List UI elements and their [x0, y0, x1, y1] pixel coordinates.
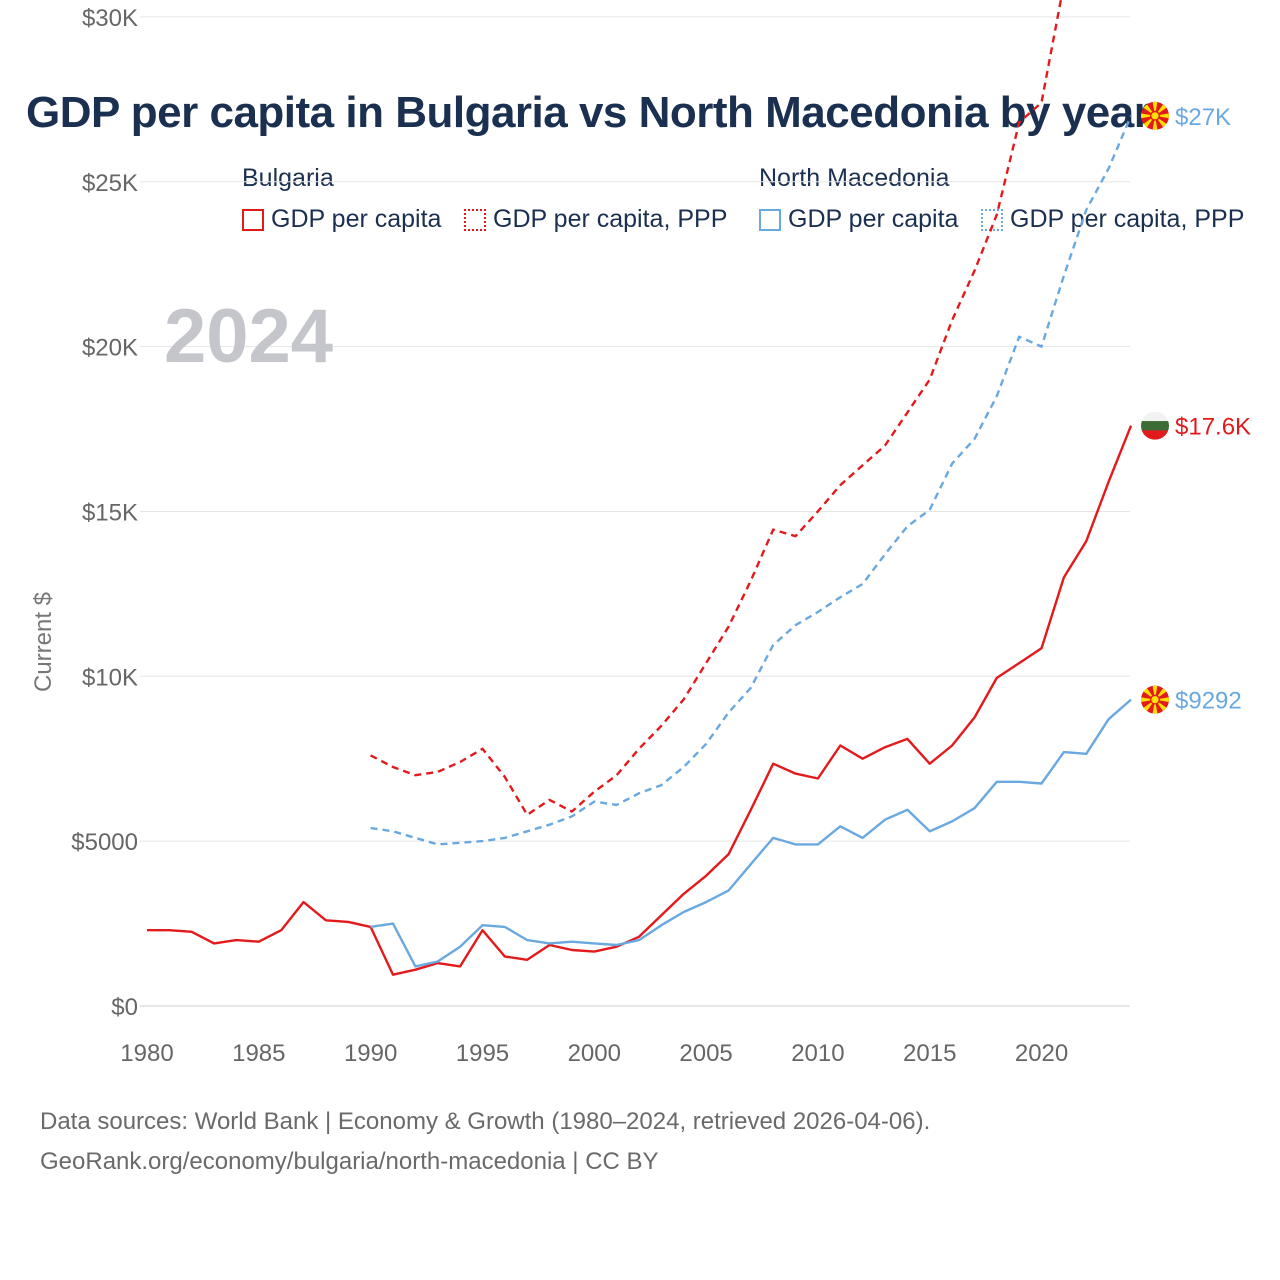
- series-line: [370, 0, 1063, 816]
- year-watermark: 2024: [164, 294, 333, 379]
- attribution-link[interactable]: GeoRank.org/economy/bulgaria/north-maced…: [40, 1148, 659, 1175]
- legend-label: GDP per capita, PPP: [1010, 205, 1245, 233]
- north-macedonia-flag-icon: [1141, 685, 1169, 714]
- series-line: [370, 115, 1133, 846]
- x-tick-label: 1985: [232, 1040, 285, 1067]
- legend-item-bulgaria-gdp-ppp[interactable]: GDP per capita, PPP: [464, 205, 727, 234]
- north-macedonia-flag-icon: [1141, 101, 1169, 130]
- bulgaria-flag-icon: [1141, 411, 1169, 440]
- end-value-label: $17.6K: [1175, 414, 1251, 441]
- legend-label: GDP per capita, PPP: [493, 205, 728, 233]
- legend-label: GDP per capita: [271, 205, 442, 233]
- x-tick-label: 2010: [791, 1040, 844, 1067]
- y-axis-title: Current $: [30, 592, 57, 692]
- series-line: [147, 425, 1133, 976]
- y-tick-label: $20K: [82, 335, 138, 362]
- legend-group-north-macedonia: North Macedonia: [759, 164, 950, 192]
- legend-group-bulgaria: Bulgaria: [242, 164, 334, 192]
- data-source-note: Data sources: World Bank | Economy & Gro…: [40, 1108, 931, 1135]
- y-tick-label: $30K: [82, 5, 138, 32]
- y-tick-label: $10K: [82, 664, 138, 691]
- x-tick-label: 2020: [1015, 1040, 1068, 1067]
- y-tick-label: $25K: [82, 170, 138, 197]
- legend-swatch-dotted: [464, 208, 486, 231]
- y-tick-label: $0: [111, 994, 138, 1021]
- legend-item-north-macedonia-gdp[interactable]: GDP per capita: [759, 205, 958, 234]
- end-value-label: $27K: [1175, 104, 1231, 131]
- legend-item-bulgaria-gdp[interactable]: GDP per capita: [242, 205, 441, 234]
- x-tick-label: 1995: [456, 1040, 509, 1067]
- line-chart: $0$5000$10K$15K$20K$25K$30K$35K$40K19801…: [30, 0, 1251, 1067]
- legend-label: GDP per capita: [788, 205, 959, 233]
- x-tick-label: 2000: [568, 1040, 621, 1067]
- x-tick-label: 2005: [679, 1040, 732, 1067]
- legend-swatch-solid: [242, 208, 264, 231]
- x-tick-label: 1990: [344, 1040, 397, 1067]
- x-tick-label: 1980: [120, 1040, 173, 1067]
- chart-title: GDP per capita in Bulgaria vs North Mace…: [26, 88, 1151, 137]
- y-tick-label: $5000: [71, 829, 138, 856]
- legend-swatch-solid: [759, 208, 781, 231]
- y-tick-label: $15K: [82, 499, 138, 526]
- end-value-label: $9292: [1175, 688, 1242, 715]
- series-line: [370, 698, 1132, 968]
- x-tick-label: 2015: [903, 1040, 956, 1067]
